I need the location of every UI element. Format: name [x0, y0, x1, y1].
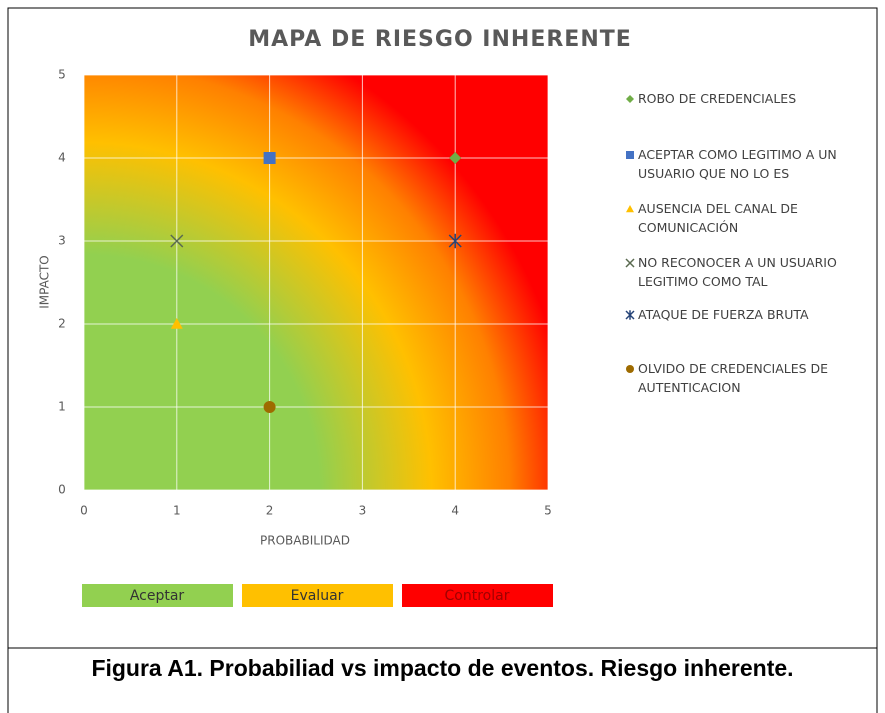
zone-box: [402, 584, 553, 607]
data-point: [170, 318, 183, 329]
data-point: [170, 234, 184, 248]
risk-background: [84, 75, 548, 490]
legend-marker: [625, 258, 635, 268]
y-tick-label: 2: [58, 317, 66, 331]
x-axis-label: PROBABILIDAD: [260, 534, 350, 548]
legend-entry: NO RECONOCER A UN USUARIO LEGITIMO COMO …: [638, 255, 837, 289]
x-tick-label: 0: [80, 504, 88, 518]
legend-marker: [626, 151, 634, 159]
zone-label: Evaluar: [291, 588, 344, 604]
y-tick-label: 5: [58, 68, 66, 82]
data-point: [263, 152, 276, 164]
legend-entry: ATAQUE DE FUERZA BRUTA: [638, 307, 809, 322]
zone-box: [242, 584, 393, 607]
data-point: [449, 152, 462, 164]
y-tick-label: 1: [58, 400, 66, 414]
x-tick-label: 4: [451, 504, 459, 518]
x-tick-label: 1: [173, 504, 181, 518]
legend-entry: ROBO DE CREDENCIALES: [638, 91, 797, 106]
y-tick-label: 0: [58, 483, 66, 497]
data-point: [448, 233, 462, 249]
legend-entry: OLVIDO DE CREDENCIALES DE AUTENTICACION: [638, 361, 829, 395]
data-point: [263, 401, 276, 413]
zone-box: [82, 584, 233, 607]
y-tick-label: 3: [58, 234, 66, 248]
legend-marker: [626, 95, 634, 103]
legend-entry: AUSENCIA DEL CANAL DE COMUNICACIÓN: [638, 201, 798, 235]
frame: [7, 7, 878, 713]
chart-title: MAPA DE RIESGO INHERENTE: [248, 27, 632, 52]
legend-marker: [626, 365, 634, 373]
legend-marker: [626, 205, 634, 213]
zone-label: Aceptar: [130, 588, 185, 604]
x-tick-label: 2: [266, 504, 274, 518]
x-tick-label: 3: [359, 504, 367, 518]
legend-entry: ACEPTAR COMO LEGITIMO A UN USUARIO QUE N…: [638, 147, 837, 181]
caption: Figura A1. Probabiliad vs impacto de eve…: [91, 655, 794, 681]
zone-label: Controlar: [445, 588, 510, 604]
y-tick-label: 4: [58, 151, 66, 165]
y-axis-label: IMPACTO: [38, 255, 52, 309]
x-tick-label: 5: [544, 504, 552, 518]
legend-marker: [625, 310, 635, 320]
